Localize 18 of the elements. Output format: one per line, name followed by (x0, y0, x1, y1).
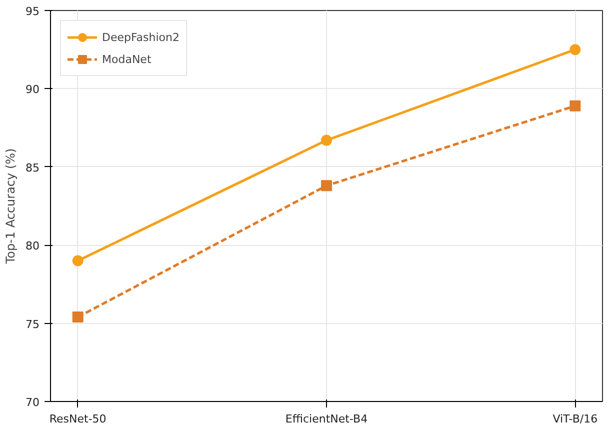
point (321, 134, 332, 146)
y-tick-label: 90 (26, 83, 40, 96)
y-tick-label: 95 (26, 5, 40, 18)
x-tick-label: ResNet-50 (49, 412, 106, 426)
legend-label: ModaNet (102, 52, 152, 66)
y-tick-label: 70 (26, 396, 40, 409)
y-tick-label: 75 (26, 318, 40, 331)
legend-label: DeepFashion2 (102, 30, 180, 44)
point (321, 180, 332, 192)
y-tick-label: 80 (26, 240, 40, 253)
y-axis-title: Top-1 Accuracy (%) (4, 148, 18, 265)
point (72, 312, 84, 323)
point (570, 100, 581, 112)
point (72, 255, 84, 266)
x-tick-label: ViT-B/16 (552, 412, 598, 426)
x-tick-label: EfficientNet-B4 (285, 412, 368, 426)
point (570, 44, 581, 56)
y-tick-label: 85 (26, 161, 40, 174)
